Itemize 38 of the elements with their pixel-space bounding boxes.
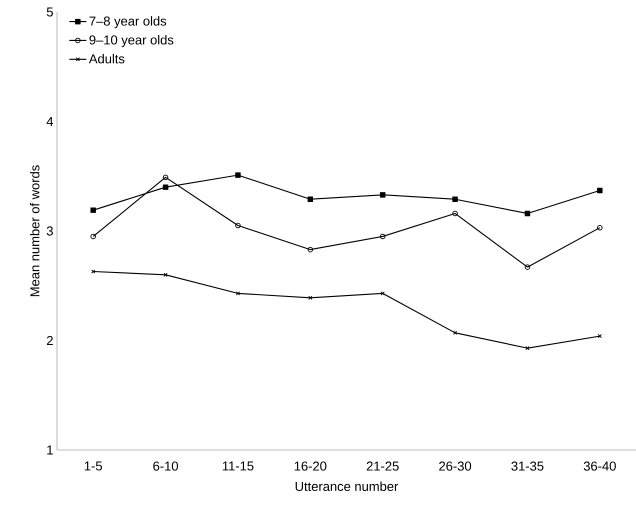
y-tick-label: 2 [46,336,53,346]
x-tick-label: 1-5 [84,462,102,471]
y-tick-label: 1 [47,446,53,454]
point [308,296,312,300]
x-tick-label: 31-35 [511,462,544,471]
point [308,246,314,252]
point [452,196,458,202]
point [236,291,240,296]
point [235,172,241,178]
legend-label: 7–8 year olds [90,16,166,28]
y-tick-label: 5 [46,7,53,16]
point [380,291,385,296]
y-tick-label: 3 [46,226,53,236]
point [524,210,530,216]
x-tick-label: 21-25 [366,462,399,471]
point [597,188,603,194]
x-tick-label: 16-20 [294,462,326,471]
point [162,184,168,190]
x-tick-label: 11-15 [222,462,254,471]
point [380,192,386,198]
legend-label: Adults [88,54,124,64]
point [162,174,168,180]
point [90,207,96,213]
point [235,222,241,228]
x-tick-label: 26-30 [439,462,472,471]
point [452,210,458,216]
point [380,234,386,240]
x-tick-label: 6-10 [153,462,178,471]
point [453,330,458,335]
point [525,346,530,350]
point [524,264,530,270]
point [308,196,314,202]
point [164,272,168,277]
legend-label: 9–10 year olds [89,35,174,48]
y-tick-label: 4 [46,117,54,126]
y-axis-title: Mean number of words [30,165,40,296]
x-tick-label: 36-40 [584,462,616,471]
x-axis-title: Utterance number [296,482,398,492]
